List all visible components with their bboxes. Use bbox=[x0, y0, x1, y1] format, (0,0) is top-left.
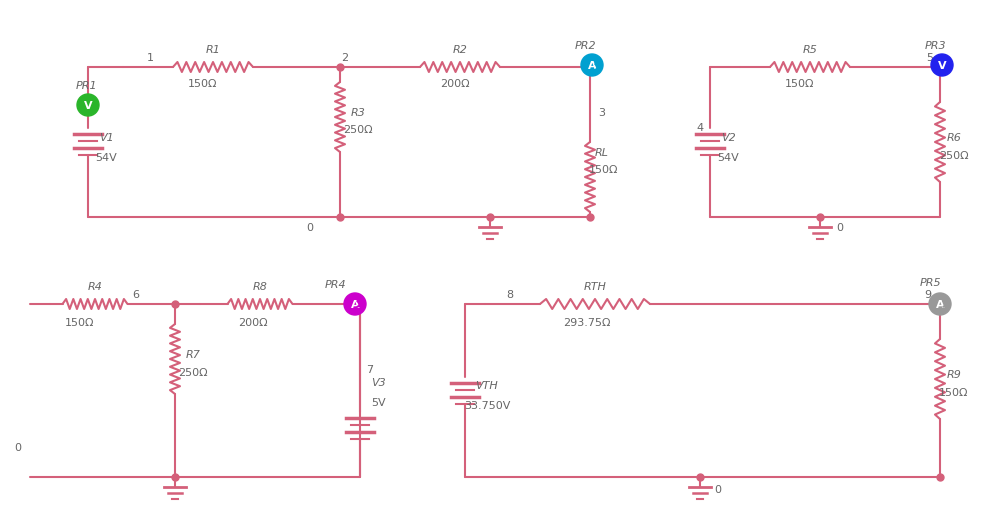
Text: 5: 5 bbox=[927, 53, 934, 63]
Text: R6: R6 bbox=[946, 133, 961, 143]
Text: 0: 0 bbox=[307, 222, 314, 233]
Text: R3: R3 bbox=[350, 108, 365, 118]
Text: 0: 0 bbox=[15, 442, 22, 452]
Text: R9: R9 bbox=[946, 369, 961, 379]
Text: A: A bbox=[936, 299, 944, 309]
Text: PR1: PR1 bbox=[76, 81, 98, 91]
Text: RL: RL bbox=[595, 148, 609, 158]
Text: 7: 7 bbox=[366, 364, 373, 374]
Text: R2: R2 bbox=[452, 45, 467, 55]
Text: 54V: 54V bbox=[717, 153, 739, 163]
Text: 3: 3 bbox=[599, 108, 606, 118]
Text: A: A bbox=[350, 299, 359, 309]
Text: VTH: VTH bbox=[475, 380, 498, 390]
Text: 150Ω: 150Ω bbox=[940, 387, 969, 397]
Text: V2: V2 bbox=[721, 133, 736, 143]
Text: 150Ω: 150Ω bbox=[65, 318, 95, 327]
Text: 250Ω: 250Ω bbox=[940, 151, 969, 161]
Text: RTH: RTH bbox=[583, 281, 607, 292]
Text: R7: R7 bbox=[185, 349, 200, 359]
Text: 293.75Ω: 293.75Ω bbox=[563, 318, 611, 327]
Text: V3: V3 bbox=[370, 377, 385, 387]
Text: 0: 0 bbox=[715, 484, 722, 494]
Text: 4: 4 bbox=[696, 123, 704, 133]
Text: 250Ω: 250Ω bbox=[178, 367, 208, 377]
Text: R8: R8 bbox=[252, 281, 267, 292]
Text: V: V bbox=[938, 61, 946, 71]
Text: A: A bbox=[588, 61, 596, 71]
Text: R4: R4 bbox=[87, 281, 102, 292]
Text: 1: 1 bbox=[147, 53, 153, 63]
Text: 200Ω: 200Ω bbox=[441, 79, 470, 89]
Circle shape bbox=[344, 293, 366, 316]
Text: 250Ω: 250Ω bbox=[344, 125, 373, 135]
Text: 150Ω: 150Ω bbox=[785, 79, 815, 89]
Text: PR4: PR4 bbox=[325, 279, 346, 290]
Circle shape bbox=[929, 293, 951, 316]
Text: R5: R5 bbox=[803, 45, 818, 55]
Circle shape bbox=[77, 95, 99, 117]
Text: 0: 0 bbox=[837, 222, 843, 233]
Text: 33.750V: 33.750V bbox=[463, 400, 510, 410]
Text: R1: R1 bbox=[206, 45, 221, 55]
Circle shape bbox=[931, 55, 953, 77]
Circle shape bbox=[581, 55, 603, 77]
Text: 8: 8 bbox=[507, 290, 514, 299]
Text: 6: 6 bbox=[132, 290, 139, 299]
Text: 150Ω: 150Ω bbox=[589, 165, 619, 175]
Text: PR2: PR2 bbox=[575, 41, 597, 51]
Text: V1: V1 bbox=[99, 133, 114, 143]
Text: V: V bbox=[84, 101, 92, 111]
Text: PR3: PR3 bbox=[925, 41, 946, 51]
Text: 5V: 5V bbox=[370, 397, 385, 407]
Text: 2: 2 bbox=[342, 53, 348, 63]
Text: 150Ω: 150Ω bbox=[188, 79, 218, 89]
Text: 200Ω: 200Ω bbox=[239, 318, 268, 327]
Text: 9: 9 bbox=[925, 290, 932, 299]
Text: PR5: PR5 bbox=[920, 277, 941, 288]
Text: 54V: 54V bbox=[95, 153, 117, 163]
